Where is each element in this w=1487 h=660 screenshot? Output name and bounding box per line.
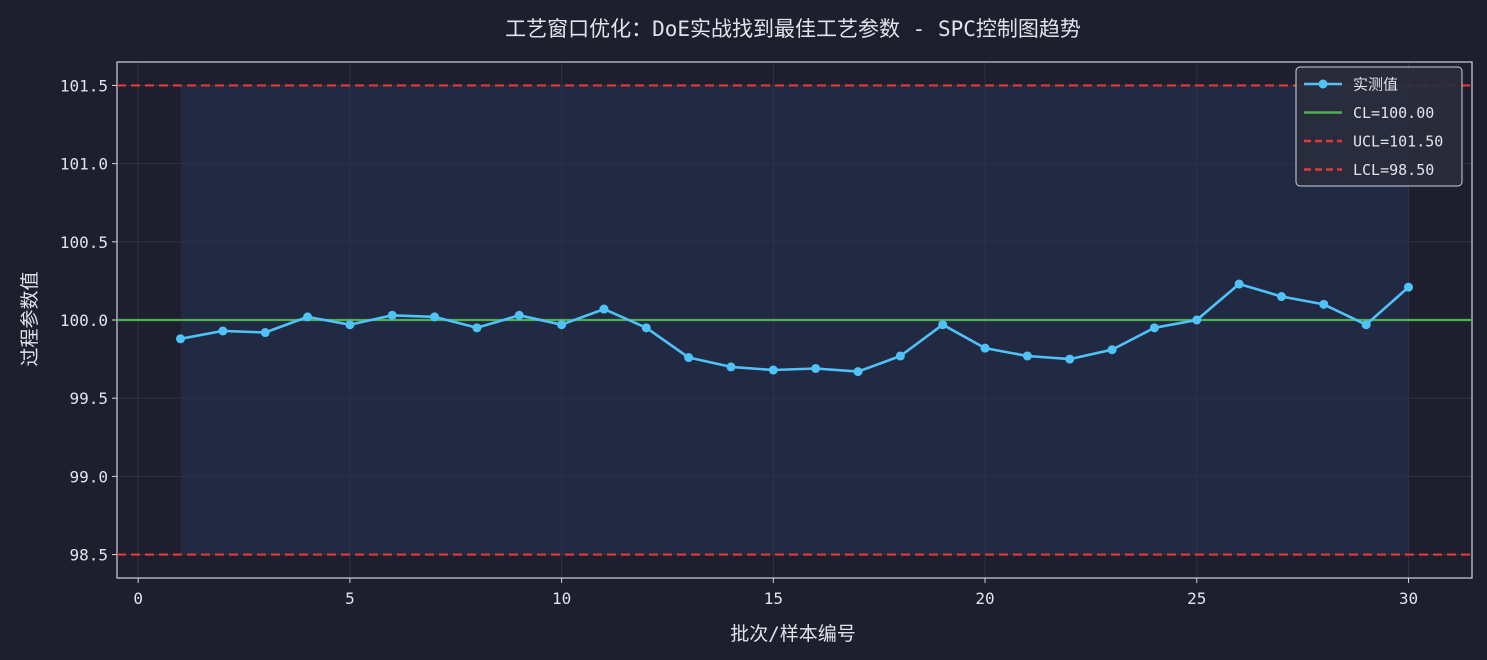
x-tick-label: 10 [552,589,571,608]
data-point [430,312,440,322]
data-point [472,323,482,333]
data-point [1361,320,1371,330]
data-point [1107,345,1117,355]
data-point [684,353,694,363]
data-point [218,326,228,336]
x-axis-label: 批次/样本编号 [730,623,855,645]
chart-title: 工艺窗口优化：DoE实战找到最佳工艺参数 - SPC控制图趋势 [505,17,1081,41]
data-point [1192,315,1202,325]
y-tick-label: 100.0 [60,311,108,330]
x-tick-label: 0 [133,589,143,608]
data-point [980,343,990,353]
data-point [1403,282,1413,292]
y-tick-label: 99.5 [69,389,108,408]
y-axis-label: 过程参数值 [19,271,41,366]
plot-area: 0 5 10 15 20 25 30 98.5 99.0 99.5 100.0 100.5 101.0 1… [60,61,1473,608]
data-point [853,367,863,377]
data-point [726,362,736,372]
y-tick-label: 101.0 [60,155,108,174]
data-point [387,310,397,320]
data-point [641,323,651,333]
data-point [303,312,313,322]
y-tick-label: 99.0 [69,467,108,486]
data-point [938,320,948,330]
data-point [1276,292,1286,302]
data-point [1234,279,1244,289]
data-point [1065,354,1075,364]
data-point [895,351,905,361]
data-point [811,363,821,373]
data-point [599,304,609,314]
legend-label-lcl: LCL=98.50 [1353,161,1434,179]
x-tick-label: 15 [764,589,783,608]
legend: 实测值 CL=100.00 UCL=101.50 LCL=98.50 [1295,66,1463,187]
x-tick-label: 30 [1399,589,1418,608]
data-point [260,328,270,338]
y-tick-label: 98.5 [69,546,108,565]
x-tick-label: 20 [975,589,994,608]
legend-box [1295,66,1463,187]
y-tick-label: 100.5 [60,233,108,252]
legend-label-cl: CL=100.00 [1353,104,1434,122]
data-point [1022,351,1032,361]
data-point [176,334,186,344]
data-point [768,365,778,375]
x-tick-label: 5 [345,589,355,608]
data-point [1319,299,1329,309]
data-point [345,320,355,330]
y-tick-label: 101.5 [60,76,108,95]
legend-marker-measured [1318,79,1328,89]
legend-label-ucl: UCL=101.50 [1353,133,1443,151]
data-point [557,320,567,330]
series-line-measured [180,282,1410,373]
x-tick-label: 25 [1187,589,1206,608]
data-point [1149,323,1159,333]
legend-label-measured: 实测值 [1353,76,1398,94]
data-point [514,310,524,320]
